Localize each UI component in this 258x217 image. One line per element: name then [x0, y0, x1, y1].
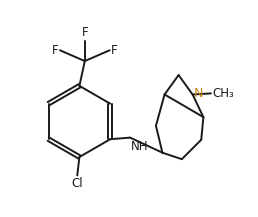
Text: N: N: [194, 87, 203, 100]
Text: Cl: Cl: [71, 177, 83, 190]
Text: F: F: [82, 26, 88, 39]
Text: NH: NH: [131, 140, 148, 153]
Text: F: F: [111, 44, 118, 57]
Text: F: F: [52, 44, 58, 57]
Text: CH₃: CH₃: [212, 87, 234, 100]
